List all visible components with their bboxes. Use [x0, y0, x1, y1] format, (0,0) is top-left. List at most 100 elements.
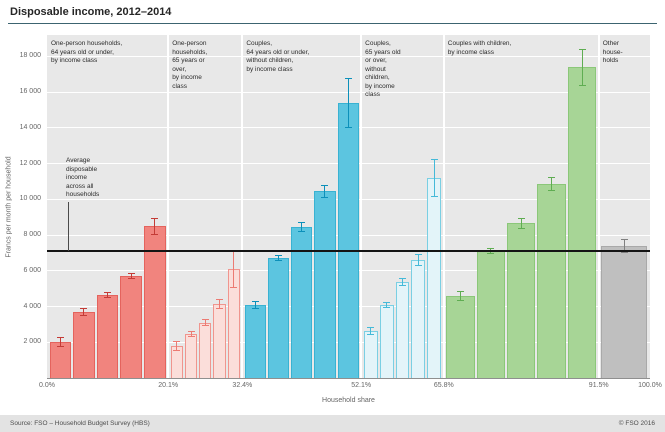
chart: Francs per month per household 2 000 4 00…: [0, 24, 665, 412]
error-cap-top: [430, 158, 438, 160]
error-cap-top: [398, 278, 406, 280]
bar: [337, 102, 359, 378]
error-cap-bottom: [216, 307, 224, 309]
error-cap-top: [151, 217, 159, 219]
group-separator: [167, 35, 170, 378]
error-bar: [459, 291, 461, 301]
bar: [446, 295, 475, 378]
error-cap-top: [216, 298, 224, 300]
x-tick-label: 100.0%: [638, 382, 662, 389]
copyright-note: © FSO 2016: [618, 420, 655, 427]
error-bar: [433, 159, 435, 197]
error-bar: [254, 301, 256, 309]
error-cap-bottom: [430, 196, 438, 198]
bar: [567, 67, 597, 378]
y-tick-label: 14 000: [19, 123, 41, 131]
bar: [144, 226, 166, 378]
y-tick-label: 18 000: [19, 52, 41, 60]
error-cap-top: [620, 239, 628, 241]
error-cap-bottom: [298, 231, 306, 232]
error-cap-top: [201, 319, 209, 321]
error-bar: [154, 218, 156, 235]
bar: [268, 258, 290, 378]
error-bar: [417, 254, 419, 266]
error-bar: [204, 319, 206, 326]
error-cap-bottom: [548, 189, 556, 191]
x-tick-label: 65.8%: [433, 382, 454, 389]
source-note: Source: FSO – Household Budget Survey (H…: [10, 420, 150, 427]
bar: [120, 276, 143, 378]
error-cap-bottom: [187, 336, 195, 338]
bar: [427, 177, 442, 378]
footer: Source: FSO – Household Budget Survey (H…: [0, 415, 665, 432]
error-cap-bottom: [321, 197, 329, 199]
error-bar: [130, 273, 132, 279]
error-cap-top: [578, 48, 586, 50]
error-bar: [520, 218, 522, 229]
error-bar: [219, 299, 221, 309]
y-tick-label: 12 000: [19, 159, 41, 167]
bar: [395, 282, 410, 378]
gridline: [47, 55, 650, 57]
x-tick-label: 0.0%: [39, 382, 55, 389]
bar: [537, 184, 566, 378]
error-cap-bottom: [201, 324, 209, 326]
error-bar: [551, 177, 553, 191]
error-bar: [190, 331, 192, 337]
error-cap-bottom: [56, 346, 64, 348]
error-cap-bottom: [251, 307, 259, 309]
y-tick-label: 2 000: [23, 338, 41, 346]
x-tick-label: 20.1%: [158, 382, 179, 389]
x-axis-labels: 0.0% 20.1% 32.4% 52.1% 65.8% 91.5% 100.0%: [39, 382, 662, 392]
x-tick-label: 91.5%: [588, 382, 609, 389]
error-cap-top: [80, 307, 88, 309]
error-bar: [83, 308, 85, 316]
y-tick-label: 4 000: [23, 302, 41, 310]
error-cap-top: [275, 255, 283, 257]
error-cap-top: [127, 272, 135, 274]
y-axis-labels: 2 000 4 000 6 000 8 000 10 000 12 000 14 000 16…: [0, 35, 44, 379]
bar: [96, 294, 119, 378]
error-cap-bottom: [517, 228, 525, 230]
x-tick-label: 52.1%: [351, 382, 372, 389]
error-bar: [623, 239, 625, 253]
error-cap-top: [456, 290, 464, 292]
error-cap-top: [56, 337, 64, 339]
error-cap-bottom: [104, 297, 112, 299]
error-cap-top: [104, 291, 112, 293]
bar: [314, 191, 336, 378]
error-cap-bottom: [456, 299, 464, 301]
group-label: Couples, 65 years old or over, without c…: [365, 40, 401, 99]
bar: [379, 304, 394, 378]
error-cap-bottom: [398, 285, 406, 287]
error-bar: [233, 250, 235, 288]
bar: [507, 223, 536, 378]
bar: [199, 322, 212, 378]
bar: [476, 251, 506, 378]
y-tick-label: 8 000: [23, 231, 41, 239]
group-label: One-person households, 65 years or over,…: [172, 40, 208, 90]
bar: [244, 304, 267, 378]
error-cap-bottom: [230, 287, 238, 289]
error-cap-top: [517, 217, 525, 219]
error-bar: [107, 292, 109, 298]
x-axis-title: Household share: [322, 397, 375, 404]
group-label: Other house- holds: [602, 40, 623, 65]
bar: [411, 260, 426, 378]
error-bar: [278, 255, 280, 261]
error-cap-bottom: [344, 126, 352, 128]
error-cap-bottom: [383, 306, 391, 308]
error-bar: [581, 49, 583, 85]
error-cap-bottom: [487, 253, 495, 255]
error-cap-bottom: [367, 333, 375, 335]
y-tick-label: 16 000: [19, 88, 41, 96]
y-tick-label: 10 000: [19, 195, 41, 203]
error-cap-top: [383, 301, 391, 303]
error-cap-top: [298, 222, 306, 224]
error-bar: [370, 327, 372, 335]
error-bar: [176, 341, 178, 351]
group-separator: [360, 35, 363, 378]
error-cap-top: [344, 78, 352, 80]
bar: [601, 245, 648, 378]
